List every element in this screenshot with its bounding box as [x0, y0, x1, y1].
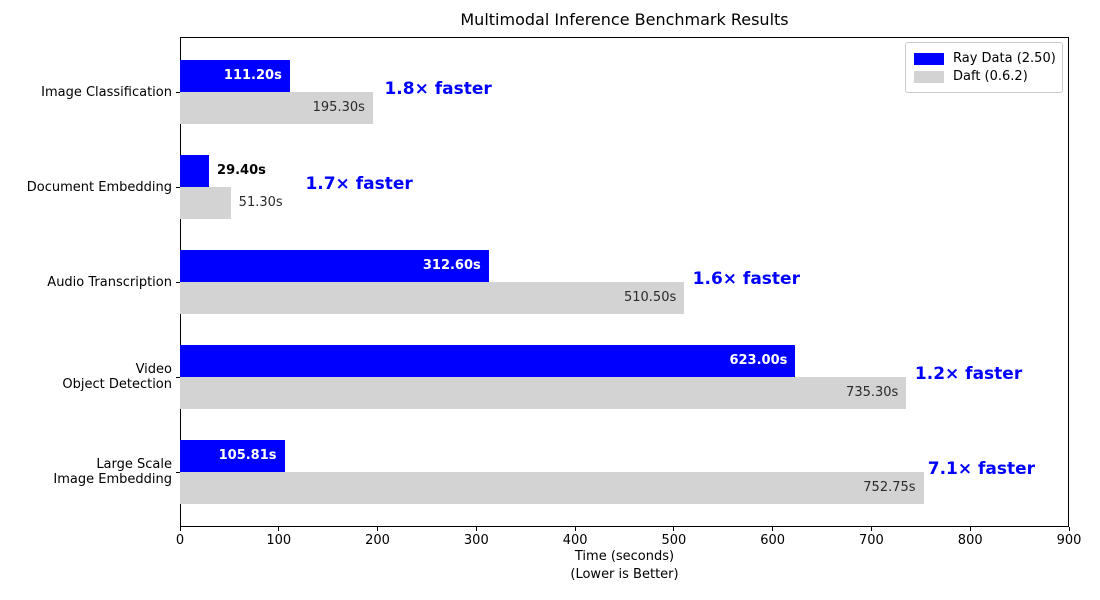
- daft-bar: [180, 472, 924, 504]
- x-tick-mark: [772, 527, 774, 531]
- x-tick-mark: [673, 527, 675, 531]
- ray-bar: [180, 60, 290, 92]
- category-label: Large Scale Image Embedding: [53, 457, 172, 487]
- ray-value-label: 105.81s: [218, 448, 277, 463]
- category-label: Image Classification: [41, 84, 172, 100]
- x-tick-label: 100: [266, 533, 292, 548]
- x-tick-mark: [278, 527, 280, 531]
- ray-value-label: 29.40s: [217, 163, 266, 178]
- daft-value-label: 51.30s: [238, 195, 283, 210]
- category-label: Document Embedding: [26, 179, 172, 195]
- daft-value-label: 735.30s: [846, 385, 899, 400]
- daft-bar: [180, 282, 685, 314]
- x-tick-label: 700: [859, 533, 884, 548]
- y-tick-mark: [176, 186, 180, 188]
- x-tick-mark: [969, 527, 971, 531]
- legend-item-label: Ray Data (2.50): [953, 51, 1056, 66]
- ray-bar: [180, 345, 796, 377]
- legend-item-daft: Daft (0.6.2): [914, 68, 1054, 85]
- y-tick-mark: [176, 91, 180, 93]
- ray-bar: [180, 250, 489, 282]
- speedup-annotation: 1.8× faster: [384, 79, 492, 99]
- x-axis-label-line1: Time (seconds): [574, 549, 675, 564]
- y-tick-mark: [176, 471, 180, 473]
- x-tick-label: 900: [1056, 533, 1082, 548]
- daft-bar: [180, 377, 907, 409]
- daft-bar: [180, 92, 373, 124]
- x-tick-label: 200: [365, 533, 390, 548]
- ray-color-swatch: [914, 52, 944, 65]
- x-tick-label: 500: [661, 533, 687, 548]
- daft-value-label: 510.50s: [623, 290, 677, 305]
- ray-bar: [180, 440, 285, 472]
- x-tick-label: 400: [562, 533, 588, 548]
- daft-color-swatch: [914, 70, 944, 83]
- x-tick-label: 0: [175, 533, 185, 548]
- x-axis-label-line2: (Lower is Better): [570, 567, 679, 582]
- legend: Ray Data (2.50) Daft (0.6.2): [905, 42, 1063, 93]
- x-tick-label: 600: [760, 533, 786, 548]
- legend-item-ray: Ray Data (2.50): [914, 50, 1056, 67]
- category-label: Video Object Detection: [62, 362, 172, 392]
- x-tick-mark: [179, 527, 181, 531]
- speedup-annotation: 1.6× faster: [692, 269, 800, 289]
- x-tick-label: 300: [463, 533, 489, 548]
- y-tick-mark: [176, 281, 180, 283]
- speedup-annotation: 1.7× faster: [305, 174, 413, 194]
- ray-value-label: 312.60s: [422, 258, 481, 273]
- ray-bar: [180, 155, 210, 187]
- daft-value-label: 195.30s: [312, 100, 365, 115]
- daft-bar: [180, 187, 231, 219]
- x-tick-mark: [1068, 527, 1070, 531]
- category-label: Audio Transcription: [47, 274, 172, 290]
- ray-value-label: 623.00s: [729, 353, 788, 368]
- speedup-annotation: 7.1× faster: [927, 459, 1036, 479]
- x-tick-mark: [870, 527, 872, 531]
- x-tick-mark: [377, 527, 379, 531]
- ray-value-label: 111.20s: [223, 68, 282, 83]
- daft-value-label: 752.75s: [863, 480, 916, 495]
- legend-item-label: Daft (0.6.2): [953, 69, 1028, 84]
- x-tick-label: 800: [957, 533, 983, 548]
- chart-title: Multimodal Inference Benchmark Results: [460, 10, 789, 29]
- y-tick-mark: [176, 376, 180, 378]
- x-tick-mark: [475, 527, 477, 531]
- x-tick-mark: [574, 527, 576, 531]
- speedup-annotation: 1.2× faster: [914, 364, 1023, 384]
